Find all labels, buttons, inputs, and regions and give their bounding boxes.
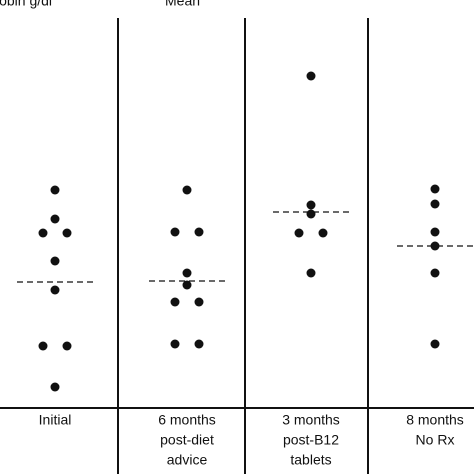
- x-tick-label: 3 months: [282, 412, 340, 428]
- dot: [170, 339, 180, 349]
- x-tick-label: 6 months: [158, 412, 216, 428]
- x-tick-label: No Rx: [416, 432, 455, 448]
- x-tick-label: post-B12: [283, 432, 339, 448]
- dot: [170, 227, 180, 237]
- dot: [430, 241, 440, 251]
- dot: [306, 268, 316, 278]
- dot: [430, 339, 440, 349]
- dot: [194, 339, 204, 349]
- x-tick-label: post-diet: [160, 432, 214, 448]
- dot: [194, 297, 204, 307]
- dot: [38, 228, 48, 238]
- x-tick-label: tablets: [290, 452, 331, 468]
- dot: [430, 227, 440, 237]
- dot: [38, 341, 48, 351]
- axis-label: lobin g/dl: [0, 0, 52, 9]
- x-tick-label: 8 months: [406, 412, 464, 428]
- dot: [306, 200, 316, 210]
- dot: [50, 382, 60, 392]
- dot: [50, 214, 60, 224]
- dot: [430, 184, 440, 194]
- x-tick-label: Initial: [39, 412, 72, 428]
- dot: [430, 268, 440, 278]
- dot: [62, 341, 72, 351]
- dot: [50, 285, 60, 295]
- dot: [170, 297, 180, 307]
- dot: [182, 268, 192, 278]
- dot: [306, 209, 316, 219]
- dot: [294, 228, 304, 238]
- dot: [306, 71, 316, 81]
- dot: [194, 227, 204, 237]
- dot: [430, 199, 440, 209]
- dot: [50, 185, 60, 195]
- mean-label: Mean: [165, 0, 200, 9]
- dot: [62, 228, 72, 238]
- dot: [50, 256, 60, 266]
- x-tick-label: advice: [167, 452, 208, 468]
- dot: [318, 228, 328, 238]
- dot: [182, 185, 192, 195]
- dot: [182, 280, 192, 290]
